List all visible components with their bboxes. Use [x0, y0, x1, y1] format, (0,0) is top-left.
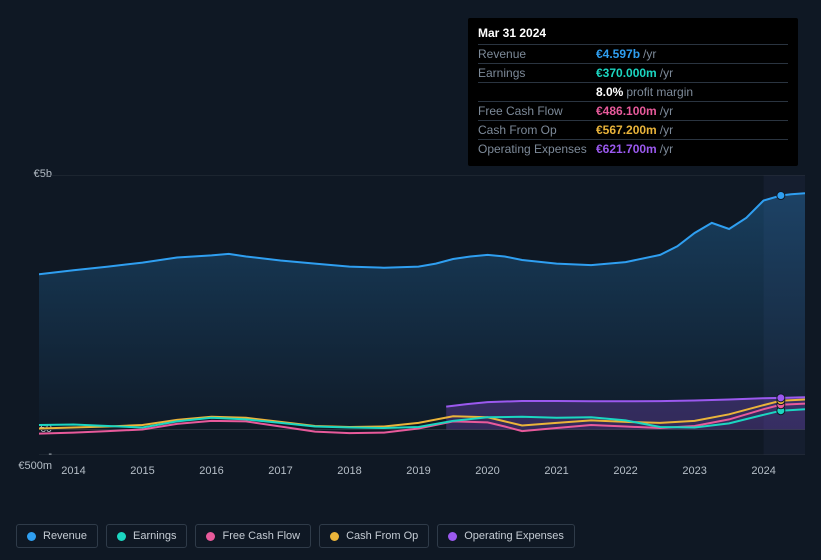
tooltip-label: Operating Expenses: [478, 142, 596, 156]
x-tick-label: 2015: [130, 465, 154, 477]
tooltip-row: 8.0%profit margin: [478, 82, 788, 101]
tooltip-unit: /yr: [660, 66, 673, 80]
legend-swatch: [117, 532, 126, 541]
tooltip-value: €621.700m: [596, 142, 657, 156]
x-tick-label: 2024: [751, 465, 775, 477]
legend-label: Free Cash Flow: [222, 530, 300, 542]
tooltip-value: €567.200m: [596, 123, 657, 137]
x-tick-label: 2014: [61, 465, 85, 477]
x-tick-label: 2021: [544, 465, 568, 477]
legend-item-operating-expenses[interactable]: Operating Expenses: [437, 524, 575, 548]
tooltip-unit: profit margin: [626, 85, 693, 99]
legend-label: Operating Expenses: [464, 530, 564, 542]
tooltip-row: Operating Expenses€621.700m/yr: [478, 139, 788, 158]
x-tick-label: 2022: [613, 465, 637, 477]
legend-swatch: [27, 532, 36, 541]
series-marker: [777, 192, 785, 200]
revenue-area: [39, 193, 805, 429]
legend-label: Revenue: [43, 530, 87, 542]
tooltip-date: Mar 31 2024: [478, 26, 788, 44]
x-tick-label: 2016: [199, 465, 223, 477]
legend-swatch: [330, 532, 339, 541]
x-tick-label: 2020: [475, 465, 499, 477]
legend-swatch: [206, 532, 215, 541]
legend-swatch: [448, 532, 457, 541]
x-tick-label: 2023: [682, 465, 706, 477]
legend-item-cash-from-op[interactable]: Cash From Op: [319, 524, 429, 548]
x-tick-label: 2019: [406, 465, 430, 477]
x-tick-label: 2017: [268, 465, 292, 477]
legend-item-earnings[interactable]: Earnings: [106, 524, 187, 548]
tooltip-row: Cash From Op€567.200m/yr: [478, 120, 788, 139]
hover-tooltip: Mar 31 2024 Revenue€4.597b/yrEarnings€37…: [468, 18, 798, 166]
legend-label: Cash From Op: [346, 530, 418, 542]
chart-plot-area[interactable]: [39, 175, 805, 455]
chart-container: €5b€0-€500m 2014201520162017201820192020…: [16, 155, 805, 485]
tooltip-label: Free Cash Flow: [478, 104, 596, 118]
tooltip-label: Revenue: [478, 47, 596, 61]
tooltip-row: Earnings€370.000m/yr: [478, 63, 788, 82]
tooltip-label: Cash From Op: [478, 123, 596, 137]
tooltip-value: 8.0%: [596, 85, 623, 99]
legend-label: Earnings: [133, 530, 176, 542]
tooltip-unit: /yr: [660, 142, 673, 156]
tooltip-value: €370.000m: [596, 66, 657, 80]
tooltip-row: Free Cash Flow€486.100m/yr: [478, 101, 788, 120]
x-tick-label: 2018: [337, 465, 361, 477]
series-marker: [777, 394, 785, 402]
legend-item-free-cash-flow[interactable]: Free Cash Flow: [195, 524, 311, 548]
tooltip-value: €4.597b: [596, 47, 640, 61]
tooltip-unit: /yr: [643, 47, 656, 61]
tooltip-value: €486.100m: [596, 104, 657, 118]
legend-item-revenue[interactable]: Revenue: [16, 524, 98, 548]
tooltip-row: Revenue€4.597b/yr: [478, 44, 788, 63]
chart-legend: Revenue Earnings Free Cash Flow Cash From O…: [16, 524, 575, 548]
tooltip-label: Earnings: [478, 66, 596, 80]
tooltip-unit: /yr: [660, 123, 673, 137]
tooltip-unit: /yr: [660, 104, 673, 118]
